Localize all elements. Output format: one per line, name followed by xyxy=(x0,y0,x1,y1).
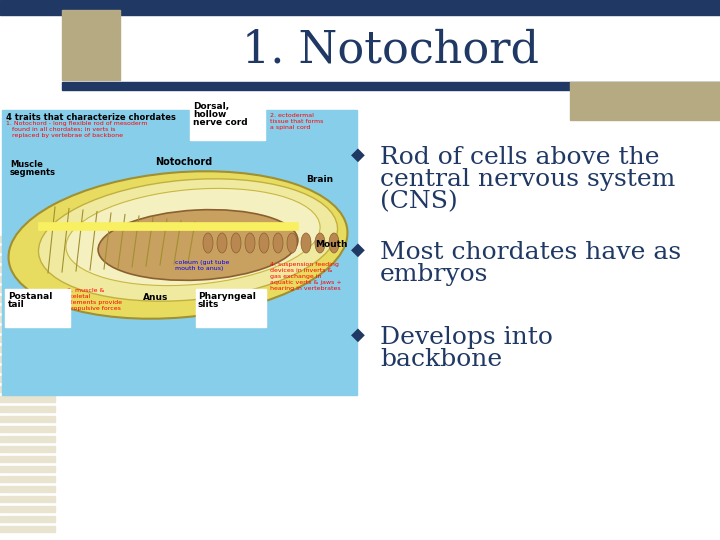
Text: propulsive forces: propulsive forces xyxy=(67,306,121,311)
Bar xyxy=(0,316,55,322)
Ellipse shape xyxy=(9,171,348,319)
Text: Most chordates have as: Most chordates have as xyxy=(380,241,681,264)
Bar xyxy=(0,236,55,242)
Ellipse shape xyxy=(301,233,311,253)
Text: coleum (gut tube: coleum (gut tube xyxy=(175,260,230,265)
Text: central nervous system: central nervous system xyxy=(380,168,675,191)
Text: gas exchange in: gas exchange in xyxy=(270,274,322,279)
Text: 2. ectodermal: 2. ectodermal xyxy=(270,113,314,118)
Ellipse shape xyxy=(287,233,297,253)
Bar xyxy=(0,386,55,392)
Text: hollow: hollow xyxy=(193,110,226,119)
Bar xyxy=(0,426,55,432)
Bar xyxy=(5,289,70,327)
Bar xyxy=(0,406,55,412)
Bar xyxy=(0,456,55,462)
Text: embryos: embryos xyxy=(380,263,488,286)
Text: nerve cord: nerve cord xyxy=(193,118,248,127)
Ellipse shape xyxy=(66,188,320,286)
Text: slits: slits xyxy=(198,300,220,309)
Bar xyxy=(570,82,720,120)
Text: hearing in vertebrates: hearing in vertebrates xyxy=(270,286,341,291)
Bar xyxy=(62,10,120,80)
Text: 1. Notochord: 1. Notochord xyxy=(241,29,539,72)
Bar xyxy=(0,286,55,292)
Bar xyxy=(0,476,55,482)
Text: found in all chordates; in verts is: found in all chordates; in verts is xyxy=(6,127,115,132)
Text: Postanal: Postanal xyxy=(8,292,53,301)
Text: Rod of cells above the: Rod of cells above the xyxy=(380,146,660,169)
Bar xyxy=(0,306,55,312)
Bar xyxy=(0,526,55,532)
Text: tissue that forms: tissue that forms xyxy=(270,119,323,124)
Text: ◆: ◆ xyxy=(351,326,365,344)
Bar xyxy=(190,98,265,140)
Ellipse shape xyxy=(329,233,339,253)
Text: ◆: ◆ xyxy=(351,241,365,259)
Text: 4 traits that characterize chordates: 4 traits that characterize chordates xyxy=(6,113,176,122)
Ellipse shape xyxy=(98,210,298,280)
Bar xyxy=(0,326,55,332)
Bar xyxy=(0,436,55,442)
Text: Dorsal,: Dorsal, xyxy=(193,102,229,111)
Text: segments: segments xyxy=(10,168,56,177)
Text: (CNS): (CNS) xyxy=(380,190,458,213)
Text: a spinal cord: a spinal cord xyxy=(270,125,310,130)
Text: Muscle: Muscle xyxy=(10,160,43,169)
Bar xyxy=(0,396,55,402)
Bar xyxy=(0,346,55,352)
Bar xyxy=(0,266,55,272)
Bar xyxy=(0,0,720,15)
Text: Notochord: Notochord xyxy=(155,157,212,167)
Bar xyxy=(0,296,55,302)
Text: 3. muscle &: 3. muscle & xyxy=(67,288,104,293)
Text: aquatic verts & jaws +: aquatic verts & jaws + xyxy=(270,280,341,285)
Ellipse shape xyxy=(315,233,325,253)
Bar xyxy=(0,416,55,422)
Bar xyxy=(0,256,55,262)
Ellipse shape xyxy=(259,233,269,253)
Ellipse shape xyxy=(38,179,338,301)
Text: devices in inverts &: devices in inverts & xyxy=(270,268,333,273)
Bar xyxy=(0,336,55,342)
Bar xyxy=(0,516,55,522)
Text: skeletal: skeletal xyxy=(67,294,91,299)
Text: 1. Notochord - long flexible rod of mesoderm: 1. Notochord - long flexible rod of meso… xyxy=(6,121,148,126)
Bar xyxy=(196,289,266,327)
Ellipse shape xyxy=(231,233,241,253)
Bar xyxy=(62,82,720,90)
Text: backbone: backbone xyxy=(380,348,502,371)
Ellipse shape xyxy=(203,233,213,253)
Ellipse shape xyxy=(245,233,255,253)
Text: mouth to anus): mouth to anus) xyxy=(175,266,223,271)
Text: Develops into: Develops into xyxy=(380,326,553,349)
Bar xyxy=(0,356,55,362)
Ellipse shape xyxy=(273,233,283,253)
Text: Pharyngeal: Pharyngeal xyxy=(198,292,256,301)
Bar xyxy=(0,376,55,382)
Bar xyxy=(0,486,55,492)
Bar xyxy=(0,246,55,252)
Bar xyxy=(0,466,55,472)
Bar xyxy=(0,506,55,512)
Text: ◆: ◆ xyxy=(351,146,365,164)
Text: 4. suspension feeding: 4. suspension feeding xyxy=(270,262,339,267)
Bar xyxy=(0,366,55,372)
Bar xyxy=(0,446,55,452)
Ellipse shape xyxy=(217,233,227,253)
Text: Anus: Anus xyxy=(143,293,168,302)
Bar xyxy=(0,496,55,502)
Text: Brain: Brain xyxy=(306,175,333,184)
Bar xyxy=(0,276,55,282)
Text: tail: tail xyxy=(8,300,24,309)
Bar xyxy=(2,110,357,395)
Text: elements provide: elements provide xyxy=(67,300,122,305)
Bar xyxy=(38,222,298,230)
Text: Mouth: Mouth xyxy=(315,240,348,249)
Text: replaced by vertebrae of backbone: replaced by vertebrae of backbone xyxy=(6,133,123,138)
